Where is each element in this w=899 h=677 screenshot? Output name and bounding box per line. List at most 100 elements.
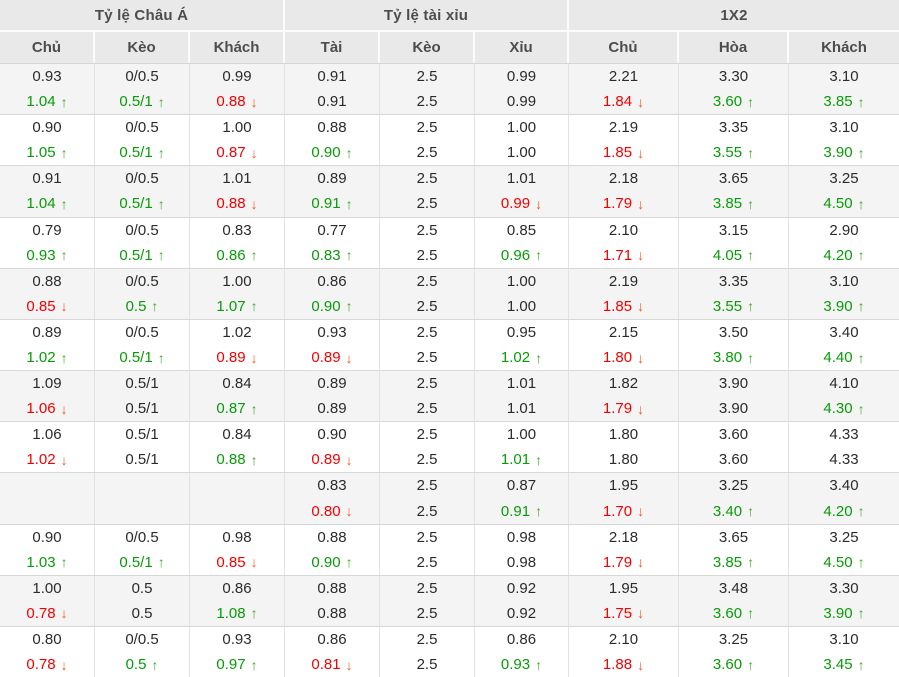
odds-cell: 0.87 0.91 ↑ — [475, 473, 569, 524]
odds-live-value: 0.78 ↓ — [0, 601, 94, 626]
odds-opening-value: 1.00 — [222, 272, 252, 290]
odds-opening-value: 2.18 — [608, 170, 639, 188]
odds-opening-value: 2.19 — [608, 272, 639, 290]
col-header-ou-over: Tài — [285, 32, 380, 63]
table-row: 0.91 1.04 ↑ 0/0.5 0.5/1 ↑ 1.01 0.88 ↓ 0.89 0.91 ↑ 2.… — [0, 166, 899, 218]
odds-opening-value: 2.10 — [608, 221, 639, 239]
odds-live-value: 0.5/1 ↑ — [95, 345, 189, 370]
up-arrow-icon: ↑ — [345, 195, 353, 212]
down-arrow-icon: ↓ — [637, 554, 645, 571]
odds-cell: 0.84 0.87 ↑ — [190, 371, 285, 422]
odds-cell: 0.88 0.88 — [285, 575, 380, 626]
down-arrow-icon: ↓ — [345, 503, 353, 520]
odds-cell: 2.5 2.5 — [380, 575, 475, 626]
odds-opening-value: 2.5 — [416, 375, 438, 393]
odds-live-value: 0.5/1 — [95, 396, 189, 421]
odds-opening-value: 2.15 — [608, 323, 639, 341]
up-arrow-icon: ↑ — [747, 503, 755, 520]
odds-live-value: 1.01 — [475, 396, 568, 421]
odds-cell: 2.21 1.84 ↓ — [569, 64, 679, 115]
table-row: 0.83 0.80 ↓ 2.5 2.5 0.87 0.91 ↑ 1.95 1.70 ↓ 3.25 3.4… — [0, 473, 899, 525]
odds-opening-value: 3.48 — [718, 579, 749, 597]
odds-cell: 3.30 3.60 ↑ — [679, 64, 789, 115]
odds-live-number: 3.90 — [718, 400, 749, 418]
odds-live-number: 0.78 — [26, 656, 56, 674]
odds-live-number: 0.89 — [311, 349, 341, 366]
odds-opening-value: 0.89 — [317, 375, 347, 393]
odds-cell: 3.25 4.50 ↑ — [789, 525, 899, 575]
odds-cell: 3.65 3.85 ↑ — [679, 166, 789, 217]
odds-live-number: 1.00 — [506, 144, 537, 162]
table-row: 1.09 1.06 ↓ 0.5/1 0.5/1 0.84 0.87 ↑ 0.89 0.89 2.5 2… — [0, 371, 899, 423]
odds-live-number: 0.5/1 — [119, 144, 153, 162]
odds-opening-value: 0/0.5 — [125, 630, 159, 648]
odds-opening-value: 3.30 — [829, 579, 859, 597]
odds-opening-value: 0/0.5 — [125, 119, 159, 137]
odds-cell: 0.98 0.98 — [475, 524, 569, 575]
odds-live-value: 4.05 ↑ — [679, 243, 788, 268]
odds-cell: 2.5 2.5 — [380, 473, 475, 524]
up-arrow-icon: ↑ — [747, 247, 755, 264]
up-arrow-icon: ↑ — [60, 93, 68, 110]
down-arrow-icon: ↓ — [60, 451, 68, 468]
column-header-row: Chủ Kèo Khách Tài Kèo Xỉu Chủ Hòa Khách — [0, 32, 899, 64]
odds-live-value: 3.60 — [679, 447, 788, 472]
odds-cell: 1.01 0.88 ↓ — [190, 166, 285, 217]
col-header-ah-home: Chủ — [0, 32, 95, 63]
odds-live-number: 0.99 — [506, 93, 537, 111]
odds-live-value: 2.5 — [380, 243, 474, 268]
odds-opening-value: 0.88 — [317, 528, 347, 546]
odds-live-number: 4.50 — [823, 553, 853, 571]
odds-live-value: 4.50 ↑ — [789, 550, 899, 575]
odds-cell — [190, 473, 285, 524]
odds-live-number: 0.85 — [216, 553, 246, 571]
up-arrow-icon: ↑ — [857, 656, 865, 673]
odds-cell: 0.88 0.85 ↓ — [0, 268, 95, 319]
odds-live-value: 0.97 ↑ — [190, 652, 284, 677]
odds-cell: 0.90 0.89 ↓ — [285, 422, 380, 473]
group-header-1x2: 1X2 — [720, 6, 748, 24]
odds-cell: 2.5 2.5 — [380, 319, 475, 371]
odds-live-number: 1.88 — [602, 656, 633, 674]
odds-cell: 1.80 1.80 — [569, 422, 679, 473]
odds-live-number: 0.5/1 — [119, 349, 153, 366]
odds-cell: 0.93 0.97 ↑ — [190, 626, 285, 677]
odds-live-value: 1.08 ↑ — [190, 601, 284, 626]
odds-cell — [95, 473, 190, 524]
col-header-ah-line: Kèo — [95, 32, 190, 63]
odds-live-value: 0.5 — [95, 601, 189, 626]
up-arrow-icon: ↑ — [60, 144, 68, 161]
odds-live-number: 3.90 — [823, 297, 853, 315]
odds-live-value: 0.83 ↑ — [285, 243, 379, 268]
up-arrow-icon: ↑ — [250, 247, 258, 264]
odds-cell: 1.00 1.00 — [475, 268, 569, 319]
odds-cell: 1.09 1.06 ↓ — [0, 371, 95, 422]
odds-cell: 1.00 0.78 ↓ — [0, 575, 95, 626]
down-arrow-icon: ↓ — [345, 656, 353, 673]
col-header-ou-line: Kèo — [380, 32, 475, 63]
odds-live-number: 2.5 — [416, 246, 438, 264]
odds-opening-value: 2.90 — [829, 221, 859, 239]
odds-opening-value: 0.83 — [222, 221, 252, 239]
odds-live-number: 4.05 — [712, 246, 743, 264]
odds-opening-value: 3.10 — [829, 630, 859, 648]
odds-cell: 0.99 0.99 — [475, 64, 569, 115]
odds-live-number: 3.85 — [712, 553, 743, 571]
odds-cell: 0.89 0.89 — [285, 371, 380, 422]
odds-live-number: 3.85 — [712, 195, 743, 213]
odds-live-number: 0.5 — [125, 297, 147, 315]
odds-cell: 2.5 2.5 — [380, 524, 475, 575]
odds-live-value: 3.60 ↑ — [679, 89, 788, 114]
odds-cell: 3.15 4.05 ↑ — [679, 217, 789, 268]
odds-live-value: 1.04 ↑ — [0, 89, 94, 114]
up-arrow-icon: ↑ — [157, 195, 165, 212]
odds-opening-value: 3.40 — [829, 323, 859, 341]
odds-opening-value: 1.00 — [32, 579, 62, 597]
down-arrow-icon: ↓ — [250, 554, 258, 571]
odds-cell: 3.48 3.60 ↑ — [679, 575, 789, 626]
up-arrow-icon: ↑ — [857, 195, 865, 212]
down-arrow-icon: ↓ — [60, 400, 68, 417]
odds-cell: 3.65 3.85 ↑ — [679, 524, 789, 575]
odds-live-value: 0.89 — [285, 396, 379, 421]
odds-live-number: 1.02 — [26, 349, 56, 366]
